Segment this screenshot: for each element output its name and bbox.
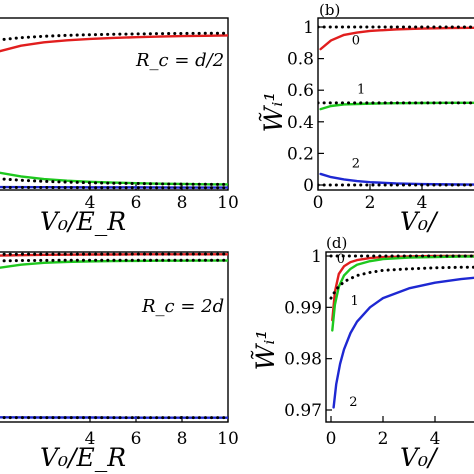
panel-d-y-tick-label-3: 1 [311,247,322,267]
panel-a-x-tick-label-0: 4 [85,193,96,213]
panel-d-curve-labels: 0 1 2 [337,252,359,410]
panel-b-series [318,25,474,187]
panel-b-series-0 [319,26,474,51]
panel-b-y-label: W̃ᵢ¹ [259,92,288,133]
panel-a-x-label: V₀/E_R [40,207,126,236]
panel-a-annotation: R_c = d/2 [135,50,224,71]
panel-d-tag: (d) [326,234,347,252]
panel-b-x-label: V₀/ [400,207,439,236]
panel-a-x-tick-label-3: 10 [217,193,239,213]
panel-b: 0 2 4 0 0.2 0.4 0.6 0.8 1 0 1 2 (b) W̃ᵢ¹ V₀/ [259,1,474,236]
panel-b-y-tick-label-4: 0.8 [287,50,314,70]
panel-b-series-1 [319,101,474,111]
panel-b-y-tick-label-2: 0.4 [287,113,314,133]
panel-a: 4 6 8 10 R_c = d/2 V₀/E_R [0,17,239,236]
panel-b-x-tick-label-0: 0 [313,193,324,213]
panel-d: 0 2 40.970.980.991 012 (d) W̃ᵢ¹ V₀/ [251,234,474,472]
panel-c-series [0,252,228,420]
panel-c-x-tick-label-2: 8 [177,429,188,449]
panel-a-frame [0,17,229,191]
panel-d-y-tick-label-0: 0.97 [284,401,322,421]
panel-b-y-tick-label-3: 0.6 [287,81,314,101]
panel-d-y-tick-label-2: 0.99 [284,298,322,318]
panel-b-curve-label-2: 2 [352,157,360,172]
panel-d-curve-label-1: 1 [351,294,359,309]
panel-a-ticks: 4 6 8 10 [85,184,239,213]
panel-b-series-2 [319,172,474,186]
panel-d-x-label: V₀/ [400,443,439,472]
panel-b-curve-labels: 0 1 2 [352,33,365,171]
panel-c-x-tick-label-0: 4 [85,429,96,449]
panel-c-series-4 [0,258,228,263]
panel-d-curve-label-2: 2 [349,395,357,410]
panel-b-curve-label-0: 0 [352,33,360,48]
panel-a-series-4 [0,177,228,186]
panel-c-annotation: R_c = 2d [141,296,224,317]
panel-c-x-tick-label-1: 6 [131,429,142,449]
panel-b-y-tick-label-0: 0 [303,176,314,196]
panel-d-x-tick-label-2: 4 [430,429,441,449]
panel-d-series-1 [331,255,474,332]
panel-d-y-label: W̃ᵢ¹ [251,330,280,371]
panel-b-y-tick-label-5: 1 [303,18,314,38]
panel-b-curve-label-1: 1 [357,82,365,97]
panel-a-series-0 [0,34,228,53]
panel-c-frame [0,251,229,423]
panel-b-x-tick-label-2: 4 [417,193,428,213]
panel-b-y-tick-label-1: 0.2 [287,144,314,164]
panel-d-frame [325,251,474,423]
panel-a-series-3 [0,31,228,42]
panel-d-y-tick-label-1: 0.98 [284,350,322,370]
panel-c-x-tick-label-3: 10 [217,429,239,449]
panel-d-x-tick-label-0: 0 [326,429,337,449]
panel-b-tag: (b) [319,1,340,19]
panel-c: 4 6 8 10 R_c = 2d V₀/E_R [0,251,239,472]
panel-d-series-2 [332,276,474,409]
panel-c-x-label: V₀/E_R [40,443,126,472]
panel-b-ticks: 0 2 4 0 0.2 0.4 0.6 0.8 1 [287,18,427,213]
panel-a-series [0,31,228,190]
panel-b-x-tick-label-1: 2 [365,193,376,213]
panel-d-x-tick-label-1: 2 [378,429,389,449]
panel-d-series [329,254,474,409]
panel-d-series-4 [329,265,474,300]
panel-d-curve-label-0: 0 [337,252,345,267]
panel-a-x-tick-label-2: 8 [177,193,188,213]
panel-a-x-tick-label-1: 6 [131,193,142,213]
panel-d-ticks: 0 2 4 0.97 0.98 0.99 1 [284,247,440,449]
